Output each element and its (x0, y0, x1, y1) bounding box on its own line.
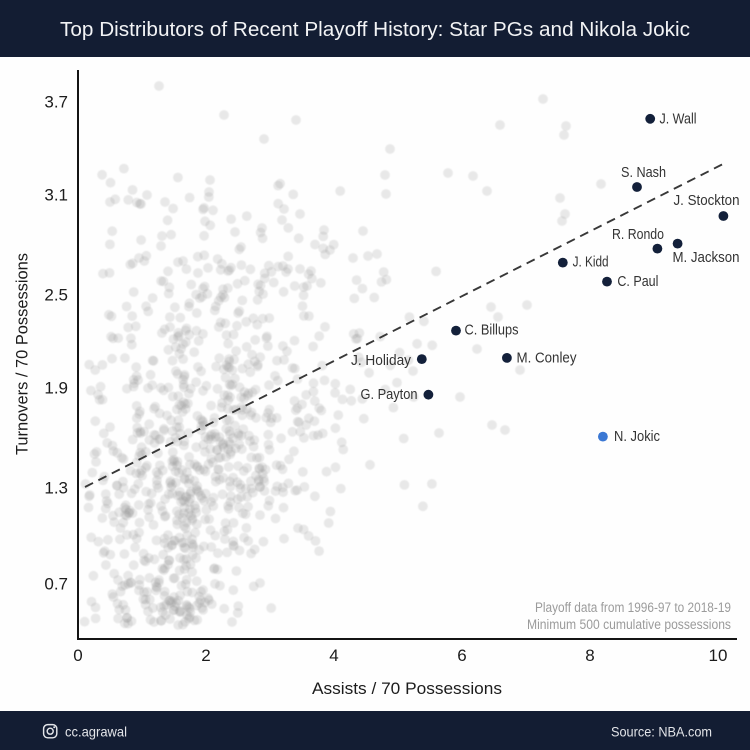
svg-text:0.7: 0.7 (44, 575, 68, 594)
svg-text:2: 2 (201, 646, 210, 665)
svg-text:Playoff data from 1996-97 to 2: Playoff data from 1996-97 to 2018-19 (535, 600, 731, 615)
svg-text:N. Jokic: N. Jokic (614, 428, 660, 445)
svg-text:J. Kidd: J. Kidd (573, 254, 609, 271)
svg-text:R. Rondo: R. Rondo (612, 226, 664, 243)
svg-text:M. Jackson: M. Jackson (673, 249, 740, 266)
svg-text:J. Holiday: J. Holiday (351, 352, 411, 369)
svg-text:Assists / 70 Possessions: Assists / 70 Possessions (312, 679, 502, 698)
svg-text:C. Paul: C. Paul (617, 273, 658, 290)
svg-text:6: 6 (457, 646, 466, 665)
svg-text:1.3: 1.3 (44, 479, 68, 498)
svg-text:Source: NBA.com: Source: NBA.com (611, 723, 712, 739)
svg-text:Top Distributors of Recent Pla: Top Distributors of Recent Playoff Histo… (60, 19, 690, 41)
svg-text:3.1: 3.1 (44, 186, 68, 205)
svg-text:G. Payton: G. Payton (361, 386, 418, 403)
svg-text:8: 8 (585, 646, 594, 665)
svg-text:J. Stockton: J. Stockton (674, 192, 740, 209)
svg-text:cc.agrawal: cc.agrawal (65, 723, 127, 739)
svg-text:M. Conley: M. Conley (517, 349, 577, 366)
svg-text:Turnovers / 70 Possessions: Turnovers / 70 Possessions (13, 253, 32, 455)
svg-text:2.5: 2.5 (44, 286, 68, 305)
svg-text:1.9: 1.9 (44, 379, 68, 398)
svg-text:10: 10 (709, 646, 728, 665)
svg-text:4: 4 (329, 646, 338, 665)
svg-text:Minimum 500 cumulative possess: Minimum 500 cumulative possessions (527, 617, 731, 632)
svg-text:3.7: 3.7 (44, 93, 68, 112)
svg-text:0: 0 (73, 646, 82, 665)
svg-text:J. Wall: J. Wall (660, 111, 697, 128)
svg-text:C. Billups: C. Billups (465, 321, 519, 338)
svg-text:S. Nash: S. Nash (621, 164, 666, 181)
